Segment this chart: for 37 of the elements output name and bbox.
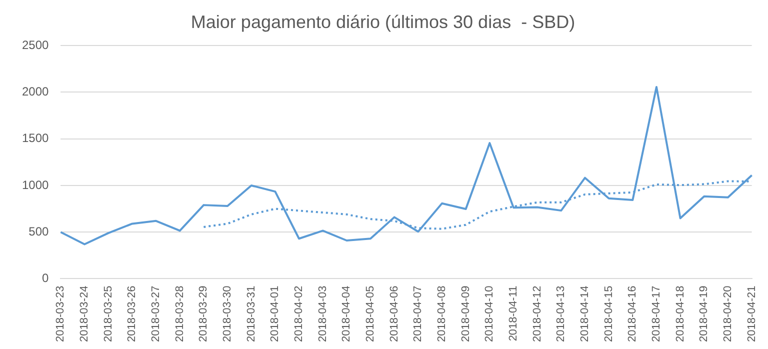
x-tick-label: 2018-04-17 [650, 286, 663, 342]
chart-title: Maior pagamento diário (últimos 30 dias - SBD) [190, 12, 576, 32]
y-tick-label: 1500 [22, 131, 50, 146]
x-tick-label: 2018-03-27 [150, 286, 162, 342]
x-tick-label: 2018-04-10 [484, 286, 496, 342]
x-tick-label: 2018-03-31 [245, 286, 258, 342]
x-tick-label: 2018-04-20 [722, 286, 734, 342]
x-tick-label: 2018-04-15 [602, 286, 615, 342]
x-tick-label: 2018-04-16 [626, 286, 639, 342]
x-tick-label: 2018-04-14 [579, 286, 592, 342]
y-tick-label: 0 [42, 271, 50, 286]
y-tick-label: 500 [28, 224, 50, 238]
x-tick-label: 2018-04-07 [412, 286, 424, 342]
x-tick-label: 2018-04-18 [674, 286, 686, 342]
x-tick-label: 2018-03-26 [126, 286, 138, 342]
x-tick-label: 2018-03-30 [222, 286, 234, 342]
y-tick-label: 1000 [22, 178, 50, 192]
x-tick-label: 2018-03-25 [102, 286, 114, 342]
x-tick-label: 2018-04-08 [436, 286, 448, 342]
x-tick-label: 2018-04-11 [508, 286, 520, 342]
x-tick-label: 2018-04-01 [269, 286, 282, 342]
x-tick-label: 2018-04-21 [746, 286, 758, 342]
x-tick-label: 2018-03-23 [54, 286, 67, 342]
y-tick-label: 2500 [22, 38, 50, 52]
x-tick-label: 2018-04-06 [388, 286, 400, 342]
y-tick-label: 2000 [22, 84, 50, 99]
x-tick-label: 2018-04-12 [531, 286, 544, 342]
x-tick-label: 2018-04-19 [698, 286, 710, 342]
x-tick-label: 2018-04-02 [293, 286, 306, 342]
x-tick-label: 2018-03-29 [198, 286, 210, 342]
x-tick-label: 2018-04-13 [555, 286, 568, 342]
x-tick-label: 2018-04-09 [460, 286, 472, 342]
x-tick-label: 2018-04-05 [364, 286, 377, 342]
x-tick-label: 2018-04-03 [316, 286, 329, 342]
x-tick-label: 2018-03-28 [174, 286, 186, 342]
x-tick-label: 2018-03-24 [78, 286, 91, 342]
x-tick-label: 2018-04-04 [340, 286, 353, 342]
